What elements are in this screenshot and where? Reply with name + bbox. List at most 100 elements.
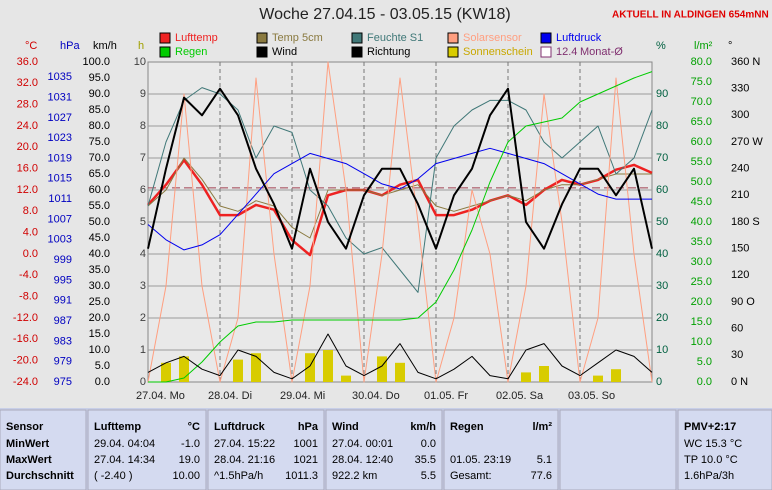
y-tick-label: 1015: [48, 173, 72, 185]
y-tick-label: 1027: [48, 112, 72, 124]
y-tick-label: -24.0: [13, 376, 38, 388]
series-line: [147, 333, 653, 380]
legend-swatch: [351, 32, 363, 44]
table-cell: [0, 409, 87, 490]
sunshine-bar: [611, 369, 621, 382]
table-text: ( -2.40 ): [94, 470, 133, 482]
y-tick-label: 95.0: [89, 72, 110, 84]
axis-unit: h: [138, 40, 144, 52]
y-tick-label: 999: [54, 254, 72, 266]
y-tick-label: 20.0: [89, 312, 110, 324]
y-tick-label: 20.0: [17, 141, 38, 153]
series-line: [148, 71, 653, 383]
y-tick-label: 30: [731, 349, 743, 361]
sunshine-bar: [323, 350, 333, 382]
legend-swatch: [447, 46, 459, 58]
table-text: 28.04. 12:40: [332, 454, 393, 466]
y-tick-label: 180 S: [731, 216, 760, 228]
y-tick-label: 100.0: [82, 56, 110, 68]
y-tick-label: 50.0: [89, 216, 110, 228]
legend-swatch: [540, 32, 552, 44]
table-text: -1.0: [181, 438, 200, 450]
y-tick-label: 270 W: [731, 136, 763, 148]
axis-unit: km/h: [93, 40, 117, 52]
y-tick-label: 10.0: [691, 336, 712, 348]
y-tick-label: 10.0: [89, 344, 110, 356]
table-text: Durchschnitt: [6, 470, 74, 482]
x-tick-label: 01.05. Fr: [424, 390, 468, 402]
legend-label: Luftdruck: [556, 32, 602, 44]
y-tick-label: 80: [656, 120, 668, 132]
y-tick-label: 1: [140, 344, 146, 356]
y-tick-label: -8.0: [19, 291, 38, 303]
y-tick-label: 25.0: [89, 296, 110, 308]
legend-swatch: [540, 46, 552, 58]
y-tick-label: 60: [656, 184, 668, 196]
y-tick-label: 0.0: [95, 376, 110, 388]
series-line: [147, 158, 653, 257]
y-tick-label: 210: [731, 189, 749, 201]
table-text: TP 10.0 °C: [684, 454, 738, 466]
y-tick-label: 55.0: [691, 156, 712, 168]
y-tick-label: 30.0: [89, 280, 110, 292]
y-tick-label: 28.0: [17, 99, 38, 111]
chart-title: Woche 27.04.15 - 03.05.15 (KW18): [259, 6, 510, 23]
y-tick-label: 85.0: [89, 104, 110, 116]
y-tick-label: 0: [656, 376, 662, 388]
sunshine-bar: [233, 359, 243, 382]
legend-swatch: [256, 32, 268, 44]
table-text: MaxWert: [6, 454, 52, 466]
y-tick-label: 75.0: [89, 136, 110, 148]
y-tick-label: -12.0: [13, 312, 38, 324]
table-unit: km/h: [410, 421, 436, 433]
y-tick-label: 25.0: [691, 276, 712, 288]
y-tick-label: 20: [656, 312, 668, 324]
y-tick-label: 60: [731, 323, 743, 335]
x-tick-label: 28.04. Di: [208, 390, 252, 402]
table-header: Sensor: [6, 421, 44, 433]
legend-label: Lufttemp: [175, 32, 218, 44]
axis-unit: l/m²: [694, 40, 713, 52]
sunshine-bar: [377, 356, 387, 382]
y-tick-label: 3: [140, 280, 146, 292]
y-tick-label: 75.0: [691, 76, 712, 88]
y-tick-label: 5.0: [697, 356, 712, 368]
y-tick-label: 5: [140, 216, 146, 228]
y-tick-label: -16.0: [13, 333, 38, 345]
table-cell: [443, 409, 559, 490]
table-text: WC 15.3 °C: [684, 438, 742, 450]
axis-unit: %: [656, 40, 666, 52]
x-tick-label: 02.05. Sa: [496, 390, 544, 402]
y-tick-label: 987: [54, 315, 72, 327]
table-text: 5.1: [537, 454, 552, 466]
y-tick-label: 1007: [48, 213, 72, 225]
y-tick-label: 4.0: [23, 227, 38, 239]
x-tick-label: 30.04. Do: [352, 390, 400, 402]
y-tick-label: 12.0: [17, 184, 38, 196]
table-unit: l/m²: [532, 421, 552, 433]
y-tick-label: 1023: [48, 132, 72, 144]
sunshine-bar: [395, 362, 405, 382]
y-tick-label: 16.0: [17, 163, 38, 175]
y-tick-label: 10: [134, 56, 146, 68]
table-text: 27.04. 00:01: [332, 438, 393, 450]
table-text: 1.6hPa/3h: [684, 470, 734, 482]
table-text: 01.05. 23:19: [450, 454, 511, 466]
y-tick-label: 70.0: [691, 96, 712, 108]
table-text: 19.0: [179, 454, 200, 466]
y-tick-label: 0.0: [23, 248, 38, 260]
y-tick-label: 24.0: [17, 120, 38, 132]
sunshine-bar: [341, 375, 351, 382]
legend-swatch: [159, 32, 171, 44]
y-tick-label: 975: [54, 376, 72, 388]
legend-label: Sonnenschein: [463, 46, 533, 58]
y-tick-label: 8.0: [23, 205, 38, 217]
series-line: [147, 61, 653, 383]
table-text: 29.04. 04:04: [94, 438, 155, 450]
table-text: 922.2 km: [332, 470, 377, 482]
table-text: 0.0: [421, 438, 436, 450]
y-tick-label: 55.0: [89, 200, 110, 212]
y-tick-label: 90.0: [89, 88, 110, 100]
y-tick-label: 45.0: [89, 232, 110, 244]
